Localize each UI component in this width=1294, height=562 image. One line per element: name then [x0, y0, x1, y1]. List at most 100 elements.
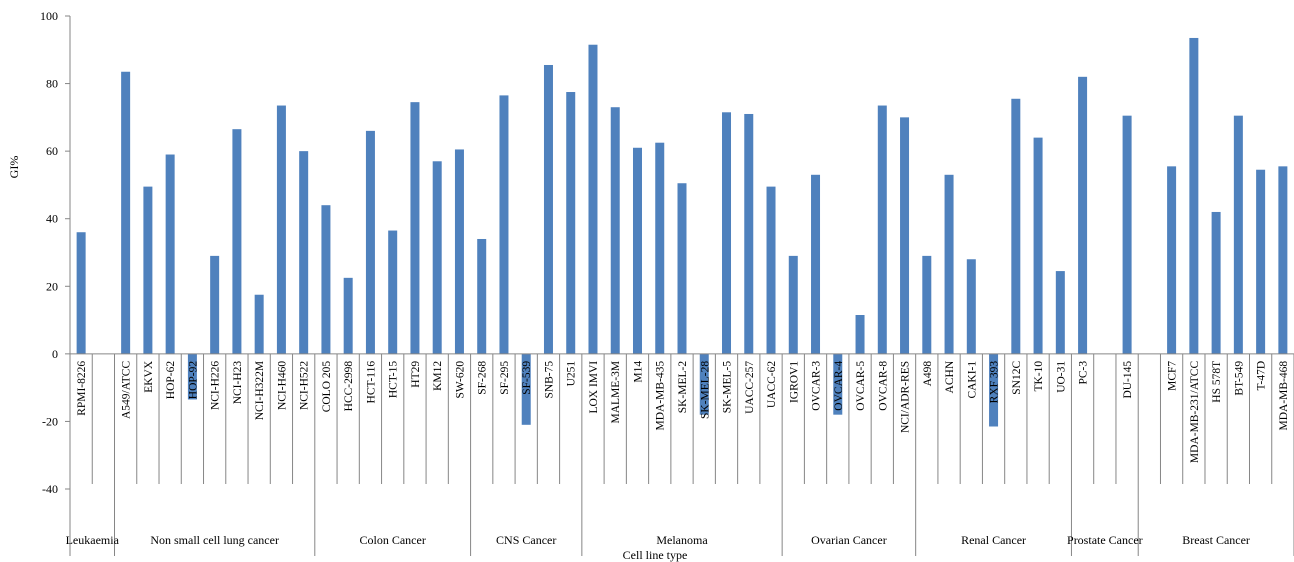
- category-label: RXF 393: [989, 361, 1001, 404]
- category-label: SW-620: [454, 361, 466, 399]
- bar: [343, 277, 353, 354]
- category-label: OVCAR-3: [811, 361, 823, 411]
- category-label: MDA-MB-468: [1278, 361, 1290, 431]
- group-label: Melanoma: [656, 533, 708, 547]
- category-label: SN12C: [1011, 361, 1023, 395]
- category-label: NCI-H522: [299, 361, 311, 410]
- bar: [588, 44, 598, 354]
- bar: [410, 102, 420, 354]
- group-labels: Leukaemia Non small cell lung cancer Colon…: [66, 533, 1250, 547]
- category-label: SNB-75: [543, 361, 555, 399]
- category-label: HOP-92: [187, 361, 199, 400]
- category-label: MDA-MB-231/ATCC: [1189, 361, 1201, 464]
- bars: [76, 37, 1288, 427]
- bar: [677, 183, 687, 354]
- category-label: TK-10: [1033, 361, 1045, 392]
- bar: [187, 353, 197, 400]
- x-axis: [69, 353, 1294, 556]
- category-label: A498: [922, 361, 934, 387]
- bar: [1189, 37, 1199, 354]
- bar: [232, 129, 242, 354]
- category-label: SF-295: [499, 361, 511, 395]
- bar: [321, 205, 331, 354]
- y-axis: 100 80 60 40 20 0 -20 -40: [40, 9, 71, 496]
- bar: [76, 232, 86, 354]
- x-axis-title: Cell line type: [623, 548, 688, 562]
- group-label: Non small cell lung cancer: [150, 533, 279, 547]
- category-label: HOP-62: [165, 361, 177, 400]
- category-label: UO-31: [1055, 361, 1067, 393]
- category-label: T-47D: [1256, 361, 1268, 391]
- bar: [610, 107, 620, 354]
- bar: [1078, 76, 1088, 354]
- category-label: SK-MEL-5: [722, 361, 734, 414]
- bar: [944, 174, 954, 354]
- bar: [521, 353, 531, 425]
- bar: [1278, 166, 1288, 354]
- category-label: DU-145: [1122, 361, 1134, 399]
- bar: [811, 174, 821, 354]
- bar: [1122, 115, 1132, 354]
- bar: [788, 255, 798, 354]
- category-label: A549/ATCC: [121, 361, 133, 419]
- group-label: CNS Cancer: [496, 533, 556, 547]
- bar: [744, 113, 754, 354]
- category-labels: RPMI-8226 A549/ATCC EKVX HOP-62 HOP-92 NCI-H2…: [76, 360, 1290, 463]
- category-label: NCI-H23: [232, 361, 244, 405]
- category-label: PC-3: [1078, 361, 1090, 385]
- category-label: RPMI-8226: [76, 361, 88, 416]
- bar: [989, 353, 999, 427]
- bar: [210, 255, 220, 354]
- bar: [699, 353, 709, 415]
- category-label: CAKI-1: [966, 361, 978, 399]
- y-tick-label: 60: [46, 144, 58, 158]
- bar: [1211, 211, 1221, 354]
- category-label: UACC-257: [744, 361, 756, 414]
- bar: [922, 255, 932, 354]
- bar: [254, 294, 264, 354]
- bar: [833, 353, 843, 415]
- bar: [877, 105, 887, 354]
- y-tick-label: 20: [46, 279, 58, 293]
- bar: [566, 92, 576, 354]
- bar: [276, 105, 286, 354]
- category-label: M14: [632, 361, 644, 383]
- y-tick-label: 40: [46, 212, 58, 226]
- bar: [299, 151, 309, 354]
- bar: [477, 238, 487, 354]
- category-label: OVCAR-5: [855, 361, 867, 411]
- category-label: SF-268: [477, 361, 489, 395]
- category-label: IGROV1: [788, 361, 800, 403]
- bar: [1167, 166, 1177, 354]
- bar: [655, 142, 665, 354]
- category-label: HS 578T: [1211, 361, 1223, 403]
- bar: [632, 147, 642, 354]
- bar: [900, 117, 910, 354]
- category-label: NCI/ADR-RES: [900, 361, 912, 433]
- category-label: HT29: [410, 361, 422, 388]
- category-label: HCT-15: [388, 361, 400, 399]
- category-label: ACHN: [944, 360, 956, 393]
- group-label: Renal Cancer: [961, 533, 1026, 547]
- y-tick-label: -40: [42, 482, 58, 496]
- bar: [855, 315, 865, 354]
- bar: [1233, 115, 1243, 354]
- category-label: SK-MEL-2: [677, 361, 689, 414]
- bar: [432, 161, 442, 354]
- category-label: SK-MEL-28: [699, 361, 711, 419]
- bar: [143, 186, 153, 354]
- bar: [499, 95, 509, 354]
- bar: [1011, 98, 1021, 354]
- category-label: COLO 205: [321, 361, 333, 413]
- category-label: KM12: [432, 361, 444, 391]
- y-tick-label: -20: [42, 414, 58, 428]
- bar: [722, 112, 732, 354]
- bar: [165, 154, 175, 354]
- bar: [365, 130, 375, 354]
- category-label: OVCAR-8: [877, 361, 889, 411]
- category-label: HCC-2998: [343, 361, 355, 412]
- y-tick-label: 80: [46, 77, 58, 91]
- bar: [966, 259, 976, 354]
- category-label: LOX IMVI: [588, 361, 600, 414]
